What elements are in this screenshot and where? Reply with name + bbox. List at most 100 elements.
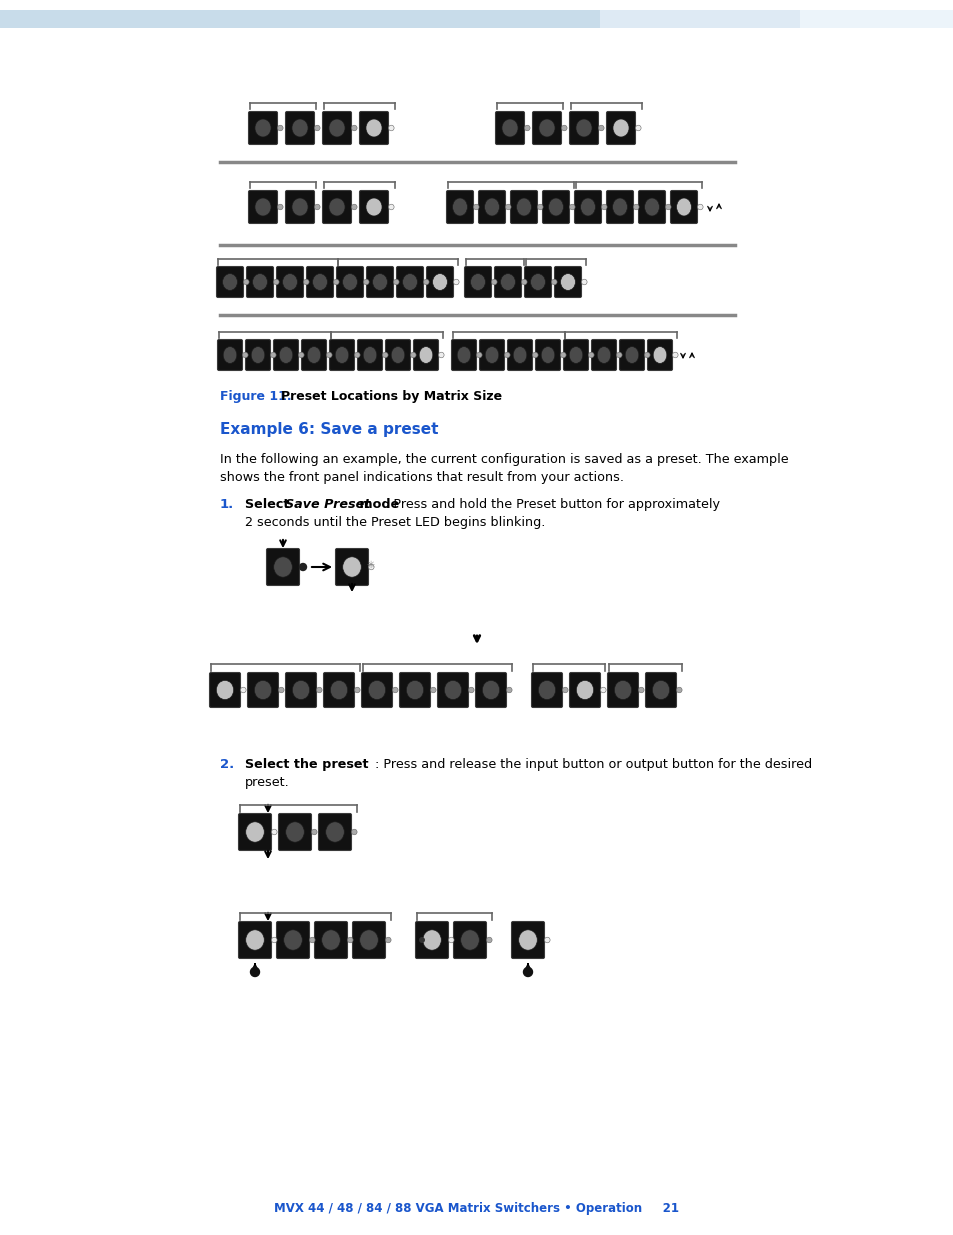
Circle shape	[355, 687, 359, 693]
Bar	[599, 10, 953, 28]
Ellipse shape	[307, 347, 320, 363]
Ellipse shape	[501, 119, 517, 137]
FancyBboxPatch shape	[322, 111, 351, 144]
Ellipse shape	[246, 821, 264, 842]
FancyBboxPatch shape	[385, 340, 410, 370]
Ellipse shape	[580, 198, 595, 216]
FancyBboxPatch shape	[494, 267, 521, 298]
Circle shape	[506, 687, 512, 693]
Ellipse shape	[418, 347, 433, 363]
Circle shape	[326, 352, 332, 358]
Ellipse shape	[432, 274, 447, 290]
Ellipse shape	[366, 119, 381, 137]
Circle shape	[382, 352, 388, 358]
FancyBboxPatch shape	[524, 267, 551, 298]
FancyBboxPatch shape	[542, 190, 569, 224]
Circle shape	[561, 125, 566, 131]
Text: : Press and hold the Preset button for approximately: : Press and hold the Preset button for a…	[385, 498, 720, 511]
FancyBboxPatch shape	[216, 267, 243, 298]
Ellipse shape	[422, 930, 441, 950]
FancyBboxPatch shape	[475, 673, 506, 708]
Ellipse shape	[223, 347, 236, 363]
Text: : Press and release the input button or output button for the desired: : Press and release the input button or …	[375, 758, 811, 771]
Ellipse shape	[548, 198, 563, 216]
FancyBboxPatch shape	[618, 340, 644, 370]
FancyBboxPatch shape	[569, 673, 599, 708]
Ellipse shape	[292, 119, 308, 137]
FancyBboxPatch shape	[276, 921, 309, 958]
FancyBboxPatch shape	[607, 673, 638, 708]
FancyBboxPatch shape	[437, 673, 468, 708]
FancyBboxPatch shape	[478, 190, 505, 224]
Circle shape	[537, 204, 542, 210]
Ellipse shape	[516, 198, 531, 216]
Text: 2 seconds until the Preset LED begins blinking.: 2 seconds until the Preset LED begins bl…	[245, 516, 545, 529]
Ellipse shape	[292, 680, 310, 699]
Ellipse shape	[391, 347, 404, 363]
FancyBboxPatch shape	[531, 673, 562, 708]
Circle shape	[334, 279, 338, 285]
Circle shape	[368, 564, 374, 569]
Circle shape	[676, 687, 681, 693]
Circle shape	[272, 829, 276, 835]
Circle shape	[453, 279, 458, 285]
FancyBboxPatch shape	[245, 340, 271, 370]
FancyBboxPatch shape	[606, 190, 633, 224]
Ellipse shape	[216, 680, 233, 699]
Text: ✳: ✳	[367, 559, 375, 571]
FancyBboxPatch shape	[278, 814, 312, 851]
FancyBboxPatch shape	[396, 267, 423, 298]
Ellipse shape	[282, 274, 297, 290]
FancyBboxPatch shape	[535, 340, 560, 370]
Ellipse shape	[359, 930, 378, 950]
Circle shape	[505, 204, 511, 210]
FancyBboxPatch shape	[511, 921, 544, 958]
Text: 2.: 2.	[220, 758, 234, 771]
Ellipse shape	[285, 821, 304, 842]
Circle shape	[392, 687, 397, 693]
FancyBboxPatch shape	[266, 548, 299, 585]
Circle shape	[521, 279, 527, 285]
Ellipse shape	[644, 198, 659, 216]
Ellipse shape	[402, 274, 417, 290]
FancyBboxPatch shape	[359, 111, 388, 144]
Ellipse shape	[537, 680, 555, 699]
Circle shape	[423, 279, 429, 285]
FancyBboxPatch shape	[329, 340, 355, 370]
Circle shape	[560, 352, 565, 358]
Circle shape	[388, 204, 394, 210]
Ellipse shape	[222, 274, 237, 290]
Circle shape	[351, 204, 356, 210]
FancyBboxPatch shape	[314, 921, 347, 958]
Circle shape	[644, 352, 649, 358]
FancyBboxPatch shape	[247, 673, 278, 708]
FancyBboxPatch shape	[248, 190, 277, 224]
FancyBboxPatch shape	[318, 814, 351, 851]
Circle shape	[314, 125, 320, 131]
Circle shape	[581, 279, 586, 285]
FancyBboxPatch shape	[248, 111, 277, 144]
Ellipse shape	[251, 347, 265, 363]
Ellipse shape	[325, 821, 344, 842]
Ellipse shape	[560, 274, 575, 290]
Text: Select the preset: Select the preset	[245, 758, 368, 771]
Ellipse shape	[292, 198, 308, 216]
Ellipse shape	[500, 274, 515, 290]
Ellipse shape	[254, 119, 271, 137]
Ellipse shape	[330, 680, 347, 699]
Bar	[0, 10, 953, 28]
Circle shape	[588, 352, 594, 358]
FancyBboxPatch shape	[453, 921, 486, 958]
FancyBboxPatch shape	[638, 190, 665, 224]
Ellipse shape	[460, 930, 478, 950]
Ellipse shape	[614, 680, 631, 699]
Circle shape	[569, 204, 575, 210]
Circle shape	[504, 352, 510, 358]
FancyBboxPatch shape	[359, 190, 388, 224]
FancyBboxPatch shape	[507, 340, 532, 370]
Text: shows the front panel indications that result from your actions.: shows the front panel indications that r…	[220, 471, 623, 484]
FancyBboxPatch shape	[285, 673, 316, 708]
Circle shape	[351, 125, 356, 131]
Circle shape	[271, 352, 275, 358]
Circle shape	[524, 125, 530, 131]
